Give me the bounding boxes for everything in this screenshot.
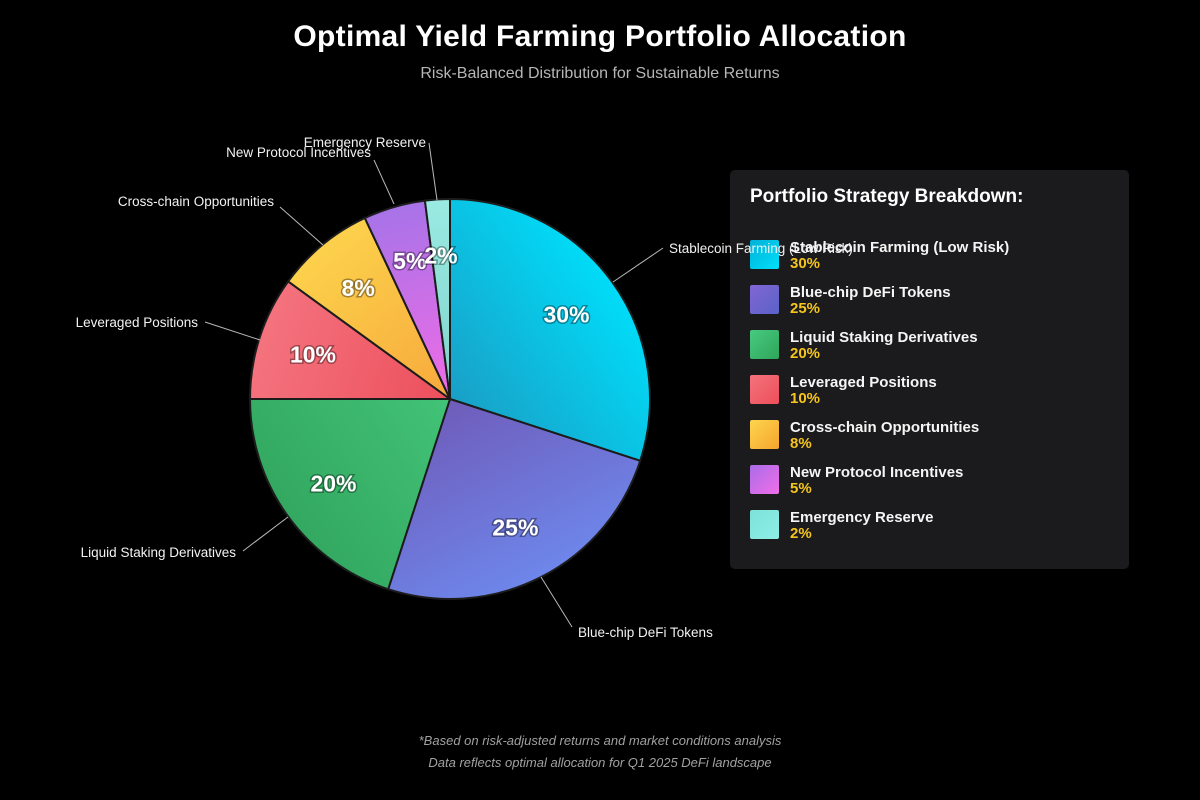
legend-item-liquid-staking-derivatives: Liquid Staking Derivatives 20%: [750, 330, 1109, 362]
legend-text: Emergency Reserve 2%: [790, 510, 933, 542]
callout-line-liquid-staking-derivatives: [242, 516, 289, 552]
callout-label-liquid-staking-derivatives: Liquid Staking Derivatives: [81, 545, 237, 560]
page-title: Optimal Yield Farming Portfolio Allocati…: [293, 20, 907, 53]
slice-percent-label-liquid-staking-derivatives: 20%: [310, 471, 356, 497]
callout-label-leveraged-positions: Leveraged Positions: [76, 315, 199, 330]
callout-label-emergency-reserve: Emergency Reserve: [304, 135, 426, 150]
legend-swatch: [750, 420, 779, 449]
legend-item-label: Stablecoin Farming (Low Risk): [790, 239, 1010, 256]
slice-percent-label-emergency-reserve: 2%: [424, 242, 457, 268]
legend-text: Stablecoin Farming (Low Risk) 30%: [790, 240, 1009, 272]
pie-slice-new-protocol-incentives: [363, 199, 451, 400]
legend-swatch: [750, 510, 779, 539]
legend-item-percent: 20%: [790, 345, 821, 362]
callout-label-cross-chain-opportunities: Cross-chain Opportunities: [118, 194, 274, 209]
legend-item-label: Blue-chip DeFi Tokens: [790, 284, 951, 301]
callout-line-stablecoin-farming-low-risk: [612, 247, 664, 283]
legend-item-cross-chain-opportunities: Cross-chain Opportunities 8%: [750, 420, 1109, 452]
pie-slice-liquid-staking-derivatives: [249, 398, 451, 591]
legend-panel: Portfolio Strategy Breakdown: Stablecoin…: [730, 170, 1129, 569]
legend-item-label: Liquid Staking Derivatives: [790, 329, 978, 346]
legend-item-label: Emergency Reserve: [790, 509, 934, 526]
pie-slice-cross-chain-opportunities: [287, 217, 451, 400]
legend-item-emergency-reserve: Emergency Reserve 2%: [750, 510, 1109, 542]
legend-text: Liquid Staking Derivatives 20%: [790, 330, 978, 362]
slice-percent-label-stablecoin-farming-low-risk: 30%: [543, 301, 589, 327]
callout-line-emergency-reserve: [428, 142, 438, 201]
legend-swatch: [750, 465, 779, 494]
slice-percent-label-cross-chain-opportunities: 8%: [342, 275, 375, 301]
legend-title: Portfolio Strategy Breakdown:: [750, 186, 1024, 207]
chart-footnote: *Based on risk-adjusted returns and mark…: [0, 733, 1200, 777]
footnote-line-2: Data reflects optimal allocation for Q1 …: [428, 755, 772, 770]
legend-item-percent: 25%: [790, 300, 821, 317]
slice-percent-label-new-protocol-incentives: 5%: [393, 248, 426, 274]
pie-slice-emergency-reserve: [423, 198, 451, 400]
pie-slice-leveraged-positions: [249, 280, 451, 400]
callout-label-new-protocol-incentives: New Protocol Incentives: [226, 145, 371, 160]
legend-item-new-protocol-incentives: New Protocol Incentives 5%: [750, 465, 1109, 497]
legend-item-label: New Protocol Incentives: [790, 464, 964, 481]
callout-line-blue-chip-defi-tokens: [540, 576, 573, 628]
legend-items: Stablecoin Farming (Low Risk) 30% Blue-chi…: [750, 240, 1109, 542]
slice-percent-label-blue-chip-defi-tokens: 25%: [492, 514, 538, 540]
pie-slices: [249, 198, 651, 600]
legend-swatch: [750, 375, 779, 404]
legend-item-percent: 5%: [790, 480, 812, 497]
callout-line-leveraged-positions: [204, 321, 261, 341]
legend-item-stablecoin-farming-low-risk: Stablecoin Farming (Low Risk) 30%: [750, 240, 1109, 272]
legend-item-label: Cross-chain Opportunities: [790, 419, 980, 436]
chart-subtitle: Risk-Balanced Distribution for Sustainab…: [420, 65, 780, 82]
legend-item-label: Leveraged Positions: [790, 374, 937, 391]
slice-percent-label-leveraged-positions: 10%: [290, 342, 336, 368]
pie-slice-blue-chip-defi-tokens: [387, 398, 642, 600]
legend-swatch: [750, 240, 779, 269]
legend-item-blue-chip-defi-tokens: Blue-chip DeFi Tokens 25%: [750, 285, 1109, 317]
legend-text: Leveraged Positions 10%: [790, 375, 937, 407]
legend-item-percent: 8%: [790, 435, 812, 452]
legend-text: Cross-chain Opportunities 8%: [790, 420, 979, 452]
legend-swatch: [750, 285, 779, 314]
callout-line-new-protocol-incentives: [373, 159, 395, 205]
callout-lines: [204, 142, 664, 628]
callout-line-cross-chain-opportunities: [279, 206, 324, 246]
legend-swatch: [750, 330, 779, 359]
footnote-line-1: *Based on risk-adjusted returns and mark…: [418, 733, 782, 748]
pie-slice-stablecoin-farming-low-risk: [449, 198, 651, 462]
legend-item-leveraged-positions: Leveraged Positions 10%: [750, 375, 1109, 407]
legend-item-percent: 10%: [790, 390, 821, 407]
legend-item-percent: 30%: [790, 255, 821, 272]
chart-header: Optimal Yield Farming Portfolio Allocati…: [0, 0, 1200, 83]
callout-label-blue-chip-defi-tokens: Blue-chip DeFi Tokens: [578, 625, 713, 640]
legend-item-percent: 2%: [790, 525, 812, 542]
legend-text: New Protocol Incentives 5%: [790, 465, 963, 497]
legend-text: Blue-chip DeFi Tokens 25%: [790, 285, 951, 317]
